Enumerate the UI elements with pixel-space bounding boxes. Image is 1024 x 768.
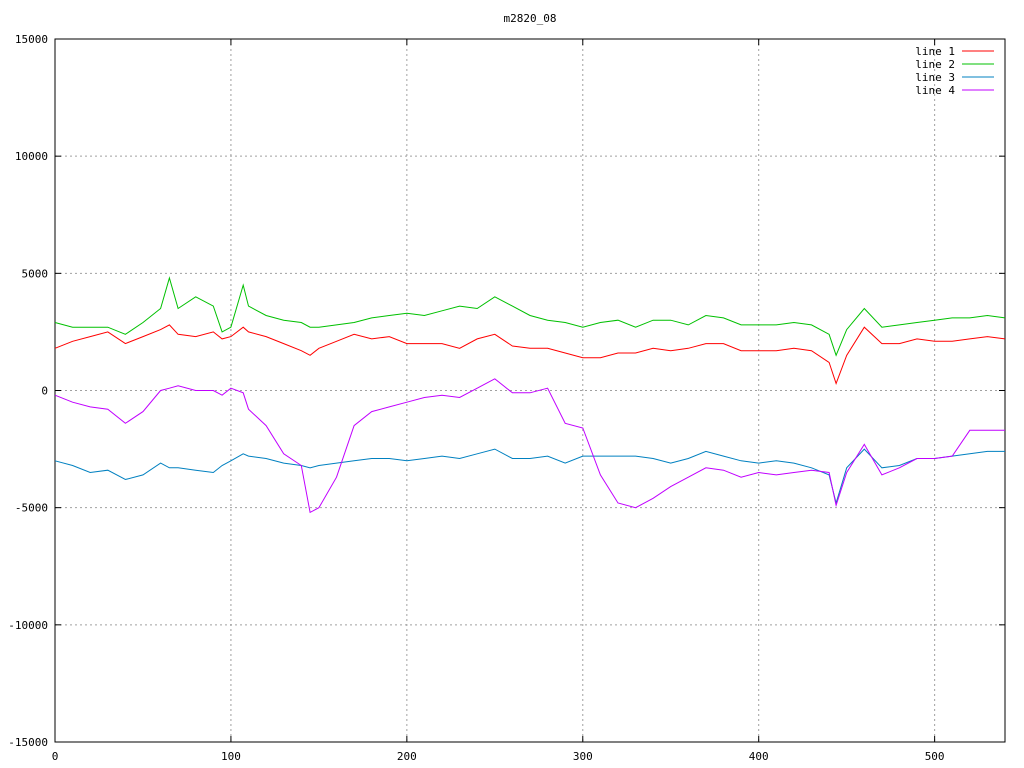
legend-label-3: line 3 xyxy=(915,71,955,84)
y-tick-label: 0 xyxy=(41,385,48,398)
x-tick-label: 100 xyxy=(221,750,241,763)
y-tick-label: 10000 xyxy=(15,150,48,163)
grid-lines xyxy=(55,39,1005,742)
y-tick-label: 15000 xyxy=(15,33,48,46)
y-tick-label: 5000 xyxy=(22,267,49,280)
series-line-3 xyxy=(54,448,1005,505)
y-tick-label: -5000 xyxy=(15,502,48,515)
legend-label-2: line 2 xyxy=(915,58,955,71)
series-line-1 xyxy=(54,324,1006,385)
y-tick-label: -15000 xyxy=(8,736,48,749)
legend-label-4: line 4 xyxy=(915,84,955,97)
x-tick-label: 300 xyxy=(573,750,593,763)
y-tick-label: -10000 xyxy=(8,619,48,632)
legend-label-1: line 1 xyxy=(915,45,955,58)
series-lines xyxy=(54,276,1006,514)
x-tick-label: 500 xyxy=(925,750,945,763)
axis-ticks: -15000 -10000 -5000 0 5000 10000 15000 0 100 200 3… xyxy=(8,33,1005,763)
x-tick-label: 400 xyxy=(749,750,769,763)
x-tick-label: 0 xyxy=(52,750,59,763)
x-tick-label: 200 xyxy=(397,750,417,763)
chart-title: m2820_08 xyxy=(504,12,557,25)
series-line-4 xyxy=(54,378,1005,514)
series-line-2 xyxy=(54,276,1006,357)
